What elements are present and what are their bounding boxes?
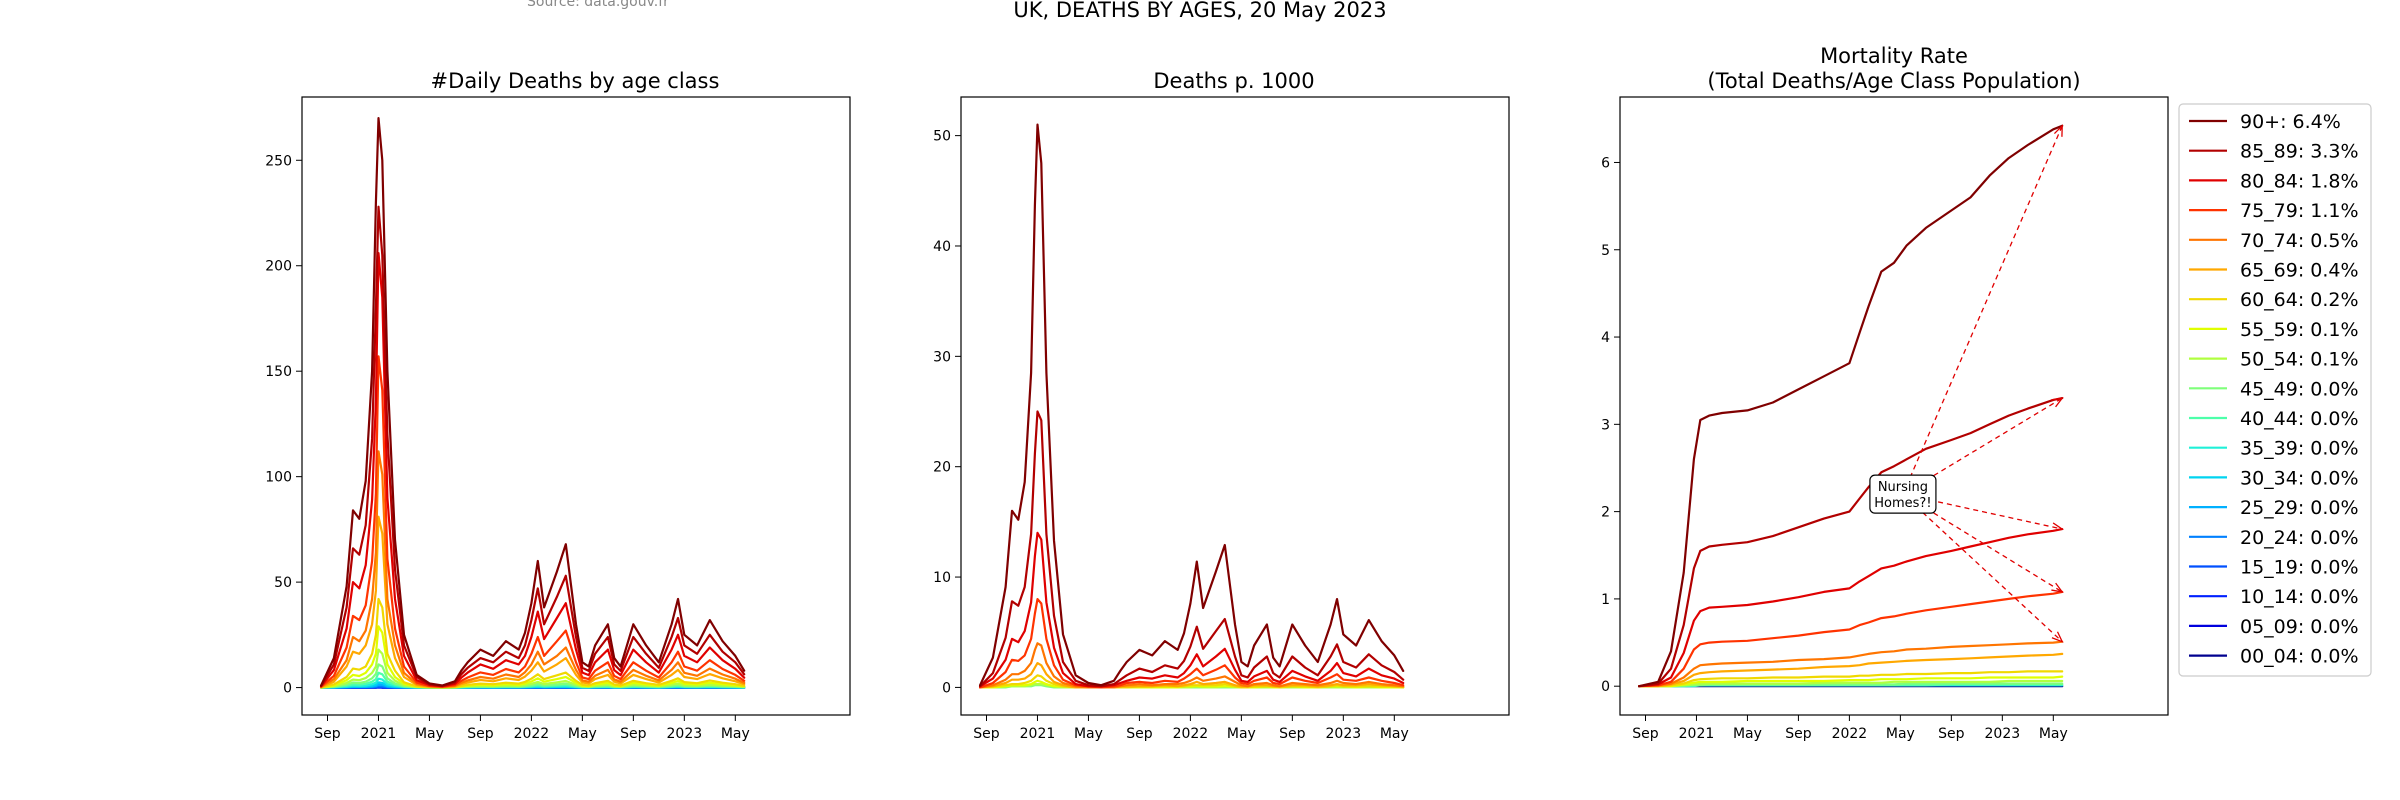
x-tick-label: 2021	[1020, 726, 1056, 742]
y-tick-label: 3	[1601, 417, 1610, 433]
legend-label: 60_64: 0.2%	[2240, 289, 2359, 311]
legend-label: 85_89: 3.3%	[2240, 141, 2359, 163]
x-tick-label: 2022	[514, 726, 550, 742]
annotation-text: Homes?!	[1874, 496, 1931, 511]
annotation-text: Nursing	[1878, 480, 1928, 495]
annotation-arrow	[1903, 126, 2062, 494]
legend-label: 75_79: 1.1%	[2240, 200, 2359, 222]
annotation-arrowhead	[2051, 398, 2062, 407]
series-line-90	[980, 125, 1403, 686]
legend-label: 90+: 6.4%	[2240, 111, 2341, 133]
y-tick-label: 30	[933, 349, 951, 365]
legend-label: 55_59: 0.1%	[2240, 319, 2359, 341]
x-tick-label: May	[721, 726, 750, 742]
legend-label: 20_24: 0.0%	[2240, 527, 2359, 549]
legend-label: 25_29: 0.0%	[2240, 497, 2359, 519]
y-tick-label: 100	[265, 470, 292, 486]
x-tick-label: May	[415, 726, 444, 742]
legend-label: 65_69: 0.4%	[2240, 260, 2359, 282]
x-tick-label: 2021	[1679, 726, 1715, 742]
y-tick-label: 2	[1601, 505, 1610, 521]
y-tick-label: 150	[265, 364, 292, 380]
x-tick-label: May	[2039, 726, 2068, 742]
x-tick-label: Sep	[1938, 726, 1965, 742]
y-tick-label: 0	[942, 680, 951, 696]
x-tick-label: May	[1886, 726, 1915, 742]
axes-frame	[1620, 97, 2168, 715]
legend-label: 35_39: 0.0%	[2240, 438, 2359, 460]
x-tick-label: Sep	[620, 726, 647, 742]
legend: 90+: 6.4% 85_89: 3.3% 80_84: 1.8% 75_79: 1.…	[2179, 104, 2371, 676]
x-tick-label: Sep	[467, 726, 494, 742]
series-line-85-89	[980, 412, 1403, 687]
x-tick-label: May	[568, 726, 597, 742]
panel-subtitle: (Total Deaths/Age Class Population)	[1707, 69, 2080, 93]
panel-mortality-rate: Mortality Rate (Total Deaths/Age Class P…	[1601, 44, 2168, 742]
legend-label: 80_84: 1.8%	[2240, 170, 2359, 192]
legend-label: 15_19: 0.0%	[2240, 557, 2359, 579]
panel-deaths-per-1000: Deaths p. 1000 Sep 2021 May Sep 2022 May Sep 20…	[933, 69, 1509, 742]
y-tick-label: 5	[1601, 243, 1610, 259]
x-tick-label: Sep	[1632, 726, 1659, 742]
y-tick-label: 1	[1601, 592, 1610, 608]
panel-title: Mortality Rate	[1820, 44, 1968, 68]
x-tick-label: 2022	[1173, 726, 1209, 742]
suptitle: UK, DEATHS BY AGES, 20 May 2023	[1013, 0, 1386, 22]
x-tick-label: Sep	[1785, 726, 1812, 742]
x-tick-label: Sep	[1126, 726, 1153, 742]
legend-label: 40_44: 0.0%	[2240, 408, 2359, 430]
y-tick-label: 10	[933, 570, 951, 586]
x-tick-label: May	[1380, 726, 1409, 742]
legend-label: 30_34: 0.0%	[2240, 467, 2359, 489]
x-tick-label: May	[1227, 726, 1256, 742]
x-tick-label: Sep	[1279, 726, 1306, 742]
legend-label: 00_04: 0.0%	[2240, 646, 2359, 668]
panel-daily-deaths: #Daily Deaths by age class Sep 2021 May Sep…	[265, 69, 850, 742]
y-tick-label: 4	[1601, 330, 1610, 346]
x-tick-label: 2022	[1832, 726, 1868, 742]
y-tick-label: 50	[274, 575, 292, 591]
y-tick-label: 200	[265, 259, 292, 275]
y-tick-label: 0	[283, 681, 292, 697]
x-tick-label: Sep	[973, 726, 1000, 742]
x-tick-label: Sep	[314, 726, 341, 742]
y-tick-label: 250	[265, 153, 292, 169]
x-tick-label: 2023	[667, 726, 703, 742]
annotation-arrow	[1903, 494, 2062, 642]
legend-label: 05_09: 0.0%	[2240, 616, 2359, 638]
y-tick-label: 6	[1601, 155, 1610, 171]
panel-title: #Daily Deaths by age class	[431, 69, 720, 93]
y-tick-label: 50	[933, 129, 951, 145]
legend-label: 50_54: 0.1%	[2240, 349, 2359, 371]
x-tick-label: May	[1074, 726, 1103, 742]
y-tick-label: 0	[1601, 679, 1610, 695]
x-tick-label: 2021	[361, 726, 397, 742]
panel-title: Deaths p. 1000	[1153, 69, 1314, 93]
legend-label: 70_74: 0.5%	[2240, 230, 2359, 252]
source-note: Source: data.gouv.fr	[527, 0, 669, 10]
x-tick-label: 2023	[1985, 726, 2021, 742]
annotation-arrowhead	[2051, 583, 2062, 592]
series-line-90	[1639, 126, 2062, 686]
x-tick-label: May	[1733, 726, 1762, 742]
legend-label: 10_14: 0.0%	[2240, 586, 2359, 608]
y-tick-label: 20	[933, 460, 951, 476]
legend-label: 45_49: 0.0%	[2240, 378, 2359, 400]
x-tick-label: 2023	[1326, 726, 1362, 742]
y-tick-label: 40	[933, 239, 951, 255]
